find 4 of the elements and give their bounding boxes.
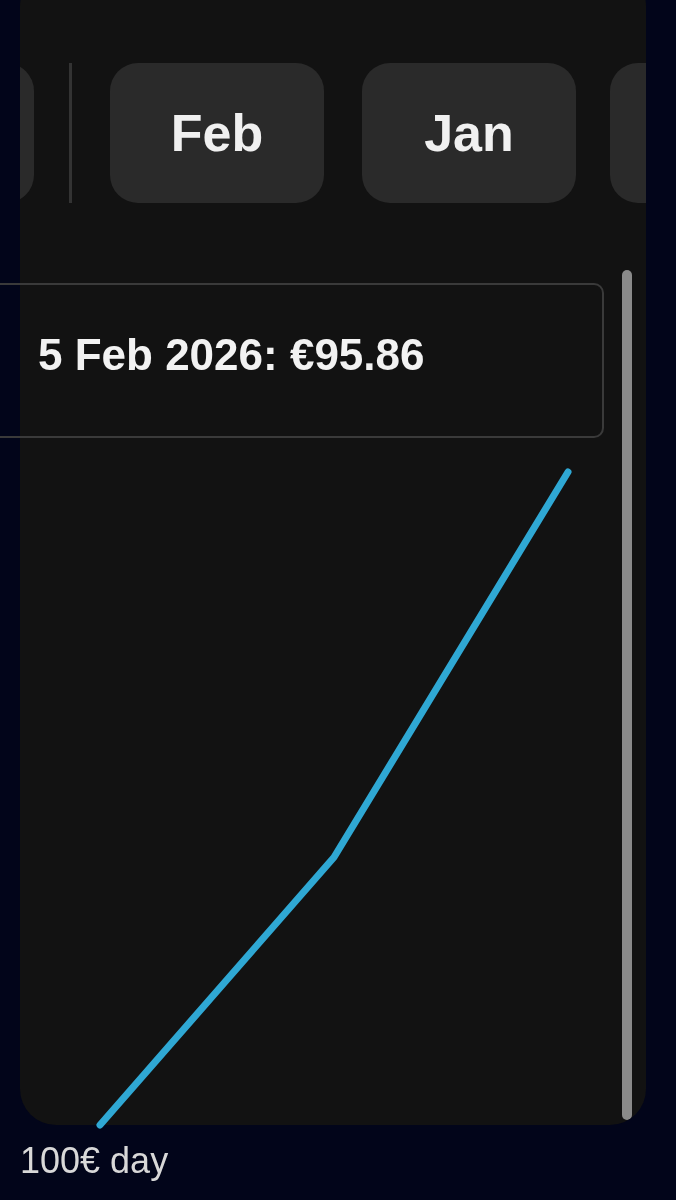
text: 100€ day	[20, 1140, 169, 1182]
text: Feb	[170, 103, 264, 163]
text: 5 Feb 2026: €95.86	[38, 330, 425, 380]
text: Jan	[424, 103, 514, 163]
